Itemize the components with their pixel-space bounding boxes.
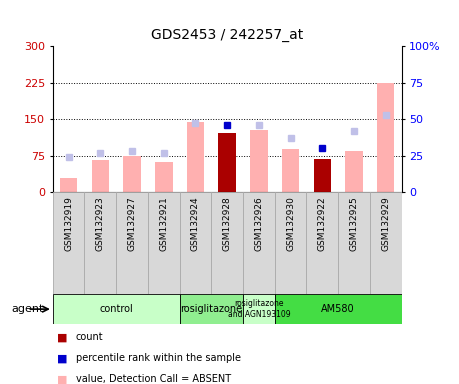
Bar [370,192,402,294]
Text: rosiglitazone: rosiglitazone [180,304,242,314]
Text: GSM132927: GSM132927 [128,196,137,251]
Bar [275,294,402,324]
Bar [218,132,236,192]
Text: value, Detection Call = ABSENT: value, Detection Call = ABSENT [76,374,231,384]
Bar [123,156,141,192]
Text: count: count [76,332,103,342]
Bar [313,159,331,192]
Text: ■: ■ [57,353,68,363]
Text: control: control [99,304,133,314]
Bar [84,192,116,294]
Bar [179,294,243,324]
Bar [377,83,394,192]
Text: GSM132924: GSM132924 [191,196,200,251]
Bar [338,192,370,294]
Text: GSM132925: GSM132925 [350,196,358,251]
Text: ■: ■ [57,374,68,384]
Text: GSM132922: GSM132922 [318,196,327,251]
Bar [307,192,338,294]
Text: GSM132923: GSM132923 [96,196,105,251]
Bar [275,192,307,294]
Text: GSM132926: GSM132926 [254,196,263,251]
Bar [148,192,179,294]
Text: GSM132919: GSM132919 [64,196,73,251]
Bar [187,122,204,192]
Text: GSM132930: GSM132930 [286,196,295,251]
Bar [211,192,243,294]
Title: GDS2453 / 242257_at: GDS2453 / 242257_at [151,28,303,42]
Text: GSM132921: GSM132921 [159,196,168,251]
Text: agent: agent [11,304,44,314]
Bar [53,294,179,324]
Bar [179,192,211,294]
Text: percentile rank within the sample: percentile rank within the sample [76,353,241,363]
Bar [345,151,363,192]
Bar [60,179,78,192]
Text: AM580: AM580 [321,304,355,314]
Bar [116,192,148,294]
Bar [53,192,84,294]
Text: rosiglitazone
and AGN193109: rosiglitazone and AGN193109 [228,300,290,319]
Bar [282,149,299,192]
Text: ■: ■ [57,332,68,342]
Text: GSM132928: GSM132928 [223,196,232,251]
Bar [155,162,173,192]
Bar [250,130,268,192]
Bar [243,294,275,324]
Text: GSM132929: GSM132929 [381,196,390,251]
Bar [92,161,109,192]
Bar [243,192,275,294]
